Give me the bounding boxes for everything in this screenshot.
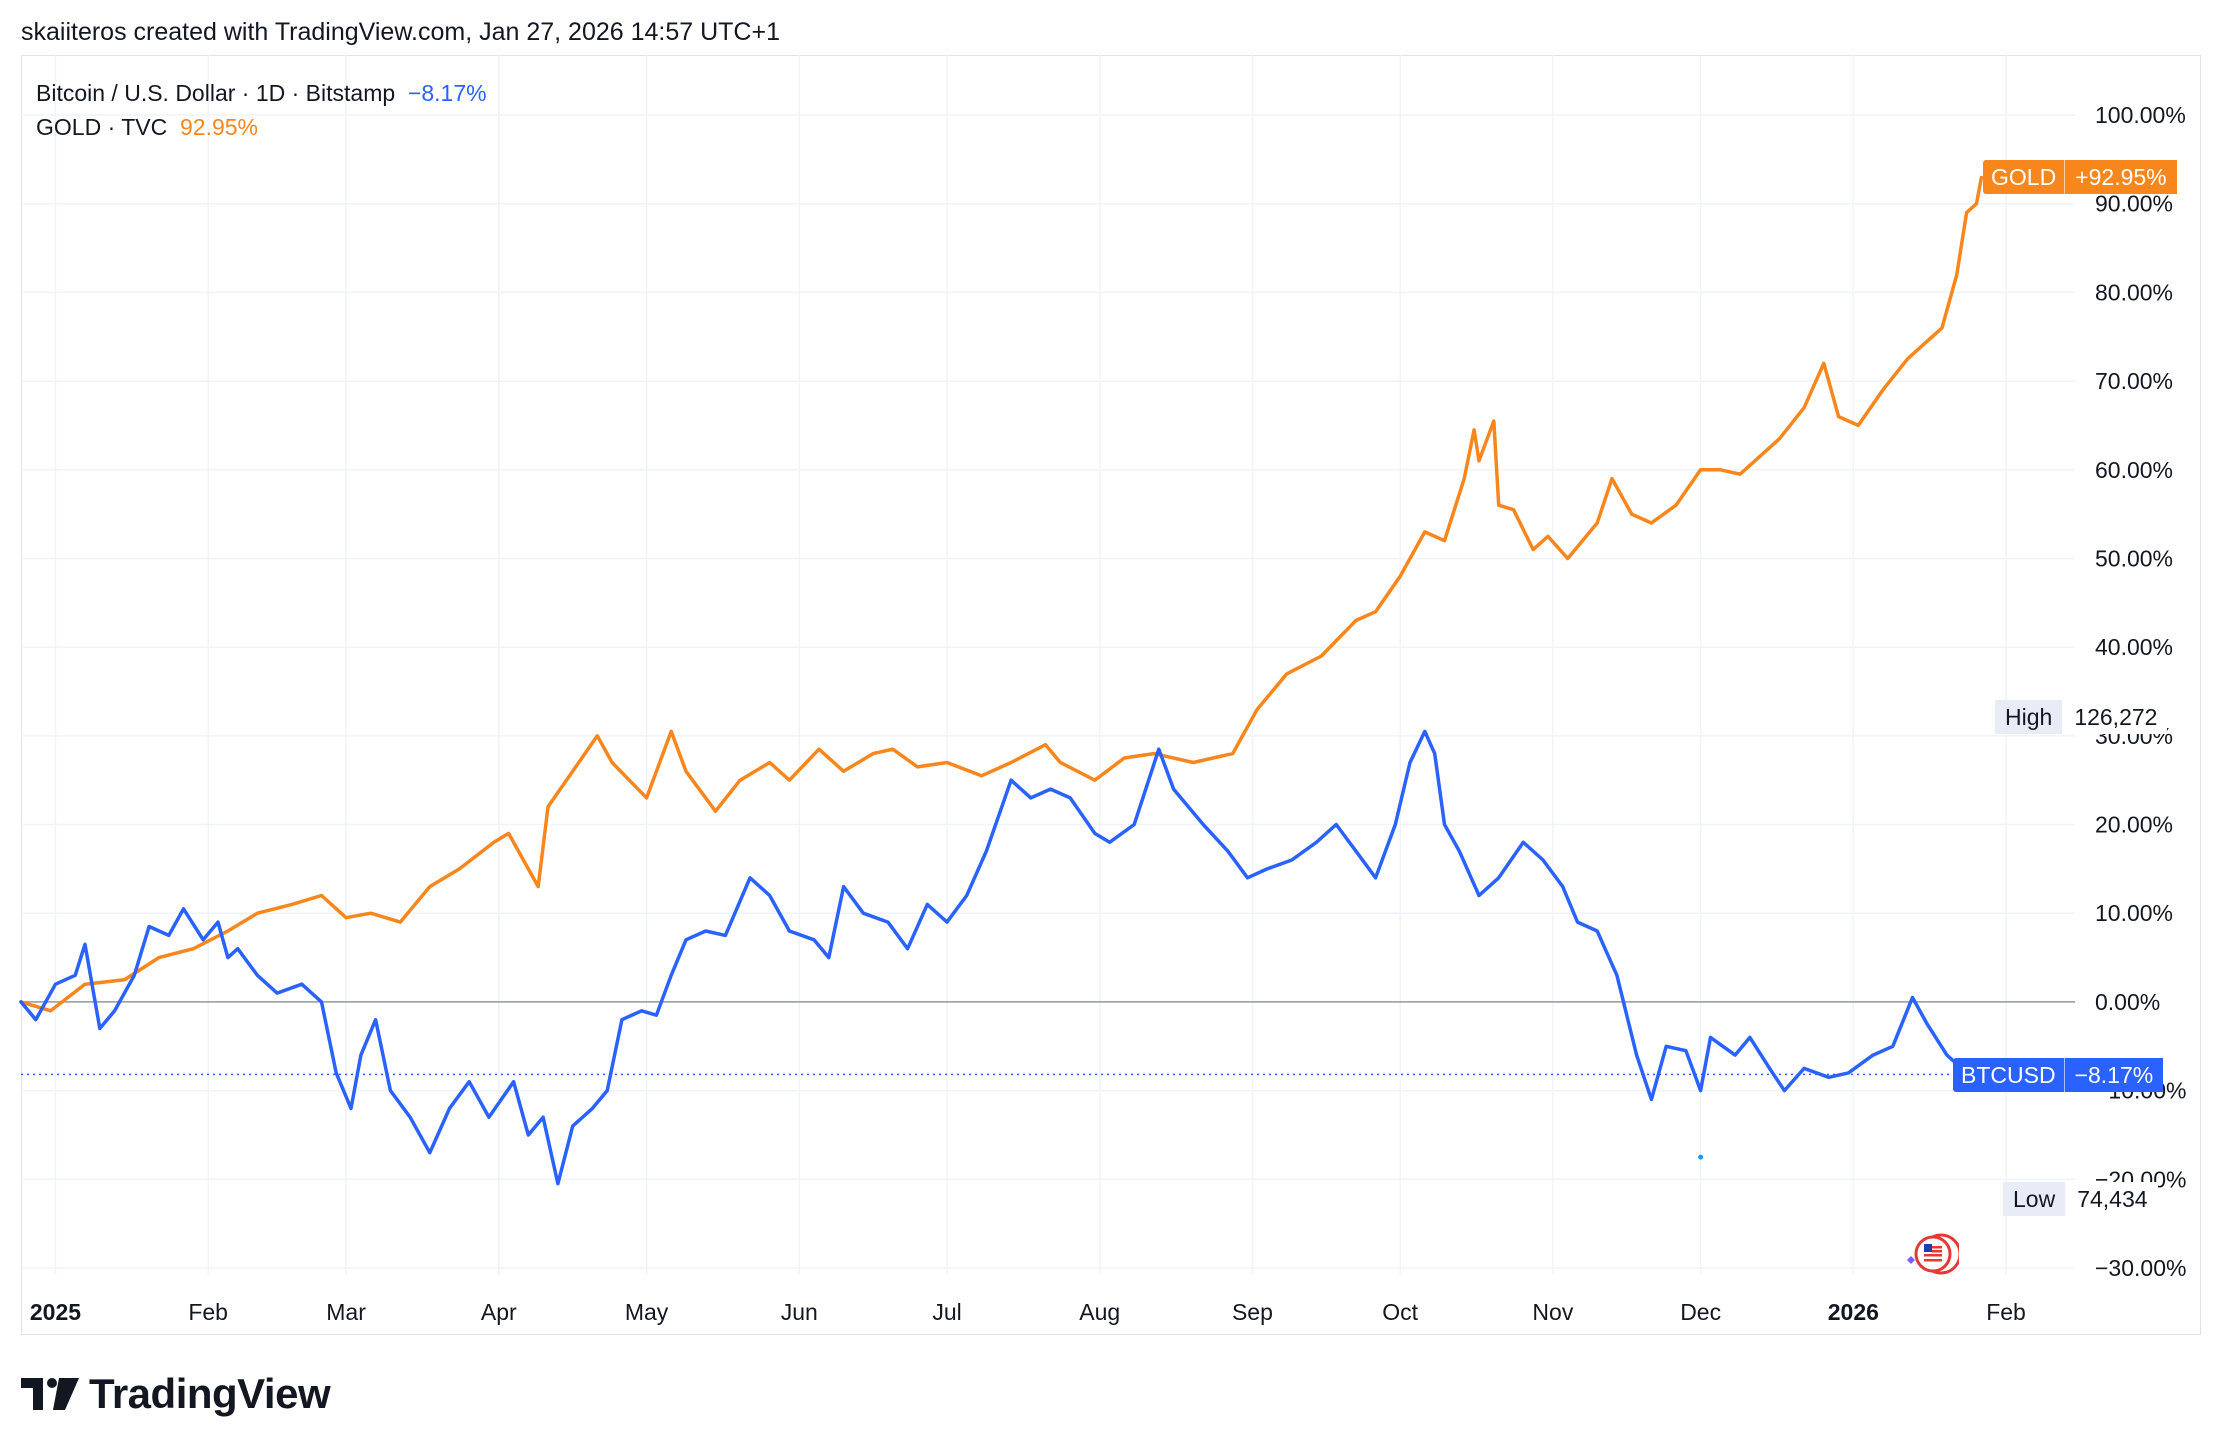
grid-lines (21, 55, 2075, 1275)
stray-data-point (1698, 1154, 1704, 1160)
y-tick-label: 70.00% (2095, 368, 2173, 394)
series-line-btcusd (19, 729, 1979, 1186)
high-label: High (1995, 700, 2063, 734)
chart-legend: Bitcoin / U.S. Dollar · 1D · Bitstamp −8… (36, 76, 487, 144)
x-tick-label: Jun (781, 1299, 818, 1325)
us-flag-event-icon[interactable] (1905, 1232, 1959, 1276)
y-tick-label: 50.00% (2095, 545, 2173, 571)
y-axis-ticks: 100.00% 90.00% 80.00% 70.00% 60.00% 50.00% 40.… (2095, 102, 2186, 1281)
x-tick-label: Mar (326, 1299, 366, 1325)
btc-price-tag: BTCUSD −8.17% (1953, 1058, 2164, 1092)
x-tick-label: Apr (481, 1299, 517, 1325)
legend-label-gold: GOLD · TVC (36, 114, 168, 140)
tradingview-branding[interactable]: TradingView (21, 1370, 331, 1418)
high-value: 126,272 (2064, 700, 2168, 734)
tradingview-logo-icon (21, 1378, 79, 1410)
x-tick-label: Oct (1382, 1299, 1418, 1325)
gold-tag-symbol: GOLD (1983, 160, 2065, 194)
y-tick-label: 40.00% (2095, 634, 2173, 660)
series-lines (19, 175, 1984, 1186)
btc-tag-value: −8.17% (2063, 1058, 2164, 1092)
x-tick-label: Feb (188, 1299, 228, 1325)
legend-value-btc: −8.17% (407, 80, 487, 106)
series-line-gold (19, 175, 1984, 1013)
high-price-label: High 126,272 (1995, 700, 2168, 734)
y-tick-label: 10.00% (2095, 900, 2173, 926)
y-tick-label: 80.00% (2095, 279, 2173, 305)
legend-item-gold[interactable]: GOLD · TVC 92.95% (36, 110, 487, 144)
y-tick-label: 20.00% (2095, 812, 2173, 838)
low-label: Low (2003, 1182, 2066, 1216)
y-tick-label: 90.00% (2095, 191, 2173, 217)
y-tick-label: −30.00% (2095, 1255, 2186, 1281)
y-tick-label: 100.00% (2095, 102, 2186, 128)
x-tick-label: Sep (1232, 1299, 1273, 1325)
y-tick-label: 0.00% (2095, 989, 2160, 1015)
x-tick-label: 2025 (30, 1299, 81, 1325)
low-value: 74,434 (2067, 1182, 2158, 1216)
tradingview-wordmark: TradingView (89, 1370, 331, 1417)
y-tick-label: 60.00% (2095, 457, 2173, 483)
x-tick-label: Nov (1532, 1299, 1573, 1325)
x-tick-label: Jul (932, 1299, 961, 1325)
x-tick-label: Feb (1986, 1299, 2026, 1325)
gold-tag-value: +92.95% (2064, 160, 2177, 194)
legend-value-gold: 92.95% (180, 114, 259, 140)
chart-frame (21, 55, 2201, 1335)
x-axis-ticks: 2025 Feb Mar Apr May Jun Jul Aug Sep Oct Nov Dec 202… (30, 1299, 2026, 1325)
x-tick-label: Dec (1680, 1299, 1721, 1325)
attribution-text: skaiiteros created with TradingView.com,… (21, 18, 780, 46)
low-price-label: Low 74,434 (2003, 1182, 2158, 1216)
legend-label-btc: Bitcoin / U.S. Dollar · 1D · Bitstamp (36, 80, 396, 106)
gold-price-tag: GOLD +92.95% (1983, 160, 2177, 194)
x-tick-label: Aug (1079, 1299, 1120, 1325)
reference-lines (21, 1001, 2075, 1076)
x-tick-label: 2026 (1828, 1299, 1879, 1325)
legend-item-btc[interactable]: Bitcoin / U.S. Dollar · 1D · Bitstamp −8… (36, 76, 487, 110)
btc-tag-symbol: BTCUSD (1953, 1058, 2064, 1092)
x-tick-label: May (625, 1299, 669, 1325)
